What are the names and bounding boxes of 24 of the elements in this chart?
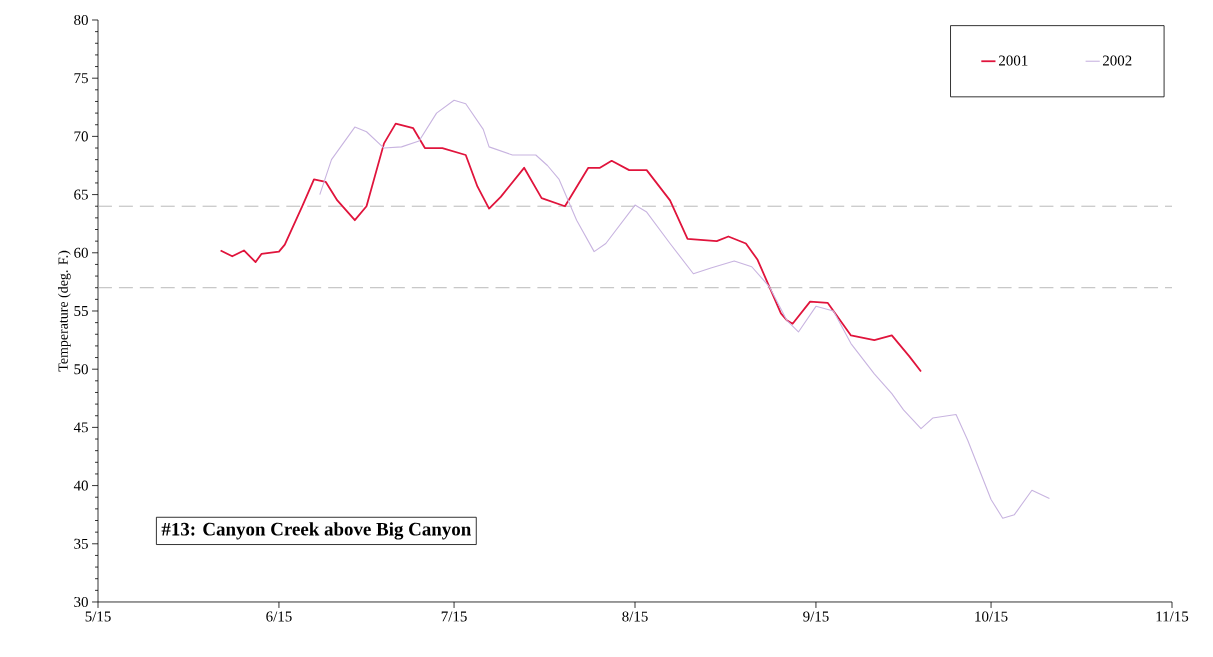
y-tick-label: 75 <box>74 73 88 84</box>
x-tick-label: 9/15 <box>803 611 829 622</box>
y-tick-label: 40 <box>73 480 88 491</box>
y-tick-label: 30 <box>74 596 88 608</box>
annotation: #13: Canyon Creek above Big Canyon <box>161 522 471 540</box>
line-series <box>219 122 922 373</box>
x-tick-label: 10/15 <box>975 611 1008 622</box>
y-tick-label: 50 <box>74 364 88 375</box>
x-tick-label: 8/15 <box>622 611 648 622</box>
y-tick-label: 55 <box>74 306 88 316</box>
x-tick-label: 11/15 <box>1156 611 1189 622</box>
y-tick-label: 65 <box>74 189 88 200</box>
line-series <box>319 99 1050 519</box>
y-tick-label: 35 <box>74 538 88 549</box>
y-tick-label: 45 <box>73 422 88 433</box>
x-tick-label: 7/15 <box>441 611 467 622</box>
x-tick-label: 6/15 <box>266 611 292 622</box>
y-tick-label: 60 <box>74 247 88 258</box>
legend-label: 2002 <box>1102 55 1132 66</box>
legend-label: 2001 <box>999 55 1028 66</box>
x-tick-label: 5/15 <box>85 611 111 622</box>
y-tick-label: 70 <box>74 131 88 142</box>
y-tick-label: 80 <box>74 14 88 26</box>
y-axis-title: Temperature (deg. F.) <box>58 250 71 372</box>
